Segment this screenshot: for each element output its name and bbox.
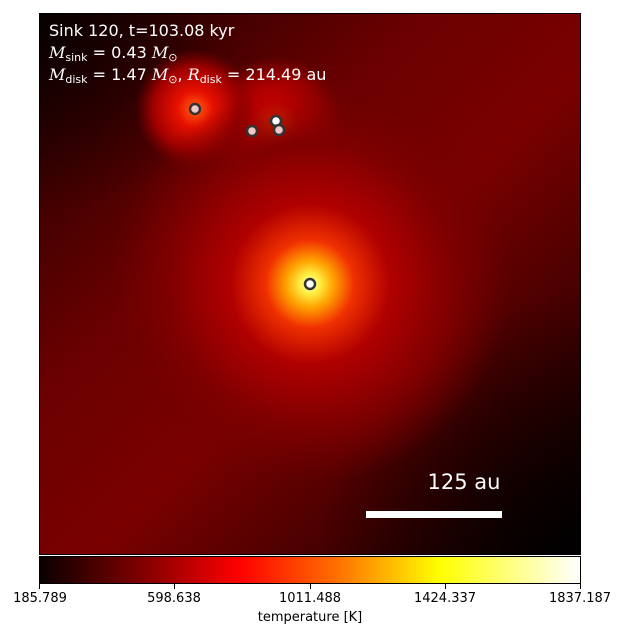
colorbar-title: temperature [K] [257, 610, 363, 625]
colorbar-tick-label: 1011.488 [278, 591, 342, 606]
m-sink-value: = 0.43 [92, 43, 147, 62]
colorbar-tick [310, 584, 311, 589]
m-disk-subscript: disk [65, 73, 88, 86]
m-sink-subscript: sink [65, 51, 88, 64]
colorbar-tick-label: 185.789 [13, 591, 67, 606]
sink-time-label: Sink 120, t=103.08 kyr [49, 21, 235, 40]
colorbar-tick-label: 1837.187 [548, 591, 612, 606]
separator: , [177, 65, 183, 84]
annotation-disk: Mdisk = 1.47 M⊙, Rdisk = 214.49 au [49, 65, 326, 90]
colorbar-tick [580, 584, 581, 589]
annotation-title: Sink 120, t=103.08 kyr [49, 21, 234, 41]
sun-subscript: ⊙ [168, 51, 178, 64]
colorbar [39, 556, 581, 584]
m-disk-symbol: M [49, 65, 66, 84]
colorbar-tick [174, 584, 175, 589]
m-unit-symbol: M [151, 43, 169, 62]
m-sink-symbol: M [49, 43, 66, 62]
sink-marker-central[interactable] [303, 277, 317, 291]
colorbar-tick-label: 598.638 [147, 591, 201, 606]
r-disk-symbol: R [187, 65, 200, 84]
sink-marker[interactable] [245, 124, 259, 138]
colorbar-gradient [40, 557, 580, 583]
r-disk-value: = 214.49 au [226, 65, 327, 84]
r-disk-subscript: disk [199, 73, 222, 86]
temperature-map [39, 13, 581, 555]
colorbar-tick-label: 1424.337 [413, 591, 477, 606]
m-disk-value: = 1.47 [92, 65, 147, 84]
m-disk-unit-symbol: M [151, 65, 169, 84]
annotation-sink-mass: Msink = 0.43 M⊙ [49, 43, 177, 68]
sun-subscript: ⊙ [168, 73, 178, 86]
temperature-image [40, 14, 580, 554]
colorbar-tick [39, 584, 40, 589]
scalebar-label: 125 au [427, 470, 501, 494]
scalebar [366, 511, 502, 518]
sink-marker[interactable] [272, 123, 286, 137]
sink-marker[interactable] [188, 102, 202, 116]
sink-markers [188, 102, 317, 291]
colorbar-tick [445, 584, 446, 589]
